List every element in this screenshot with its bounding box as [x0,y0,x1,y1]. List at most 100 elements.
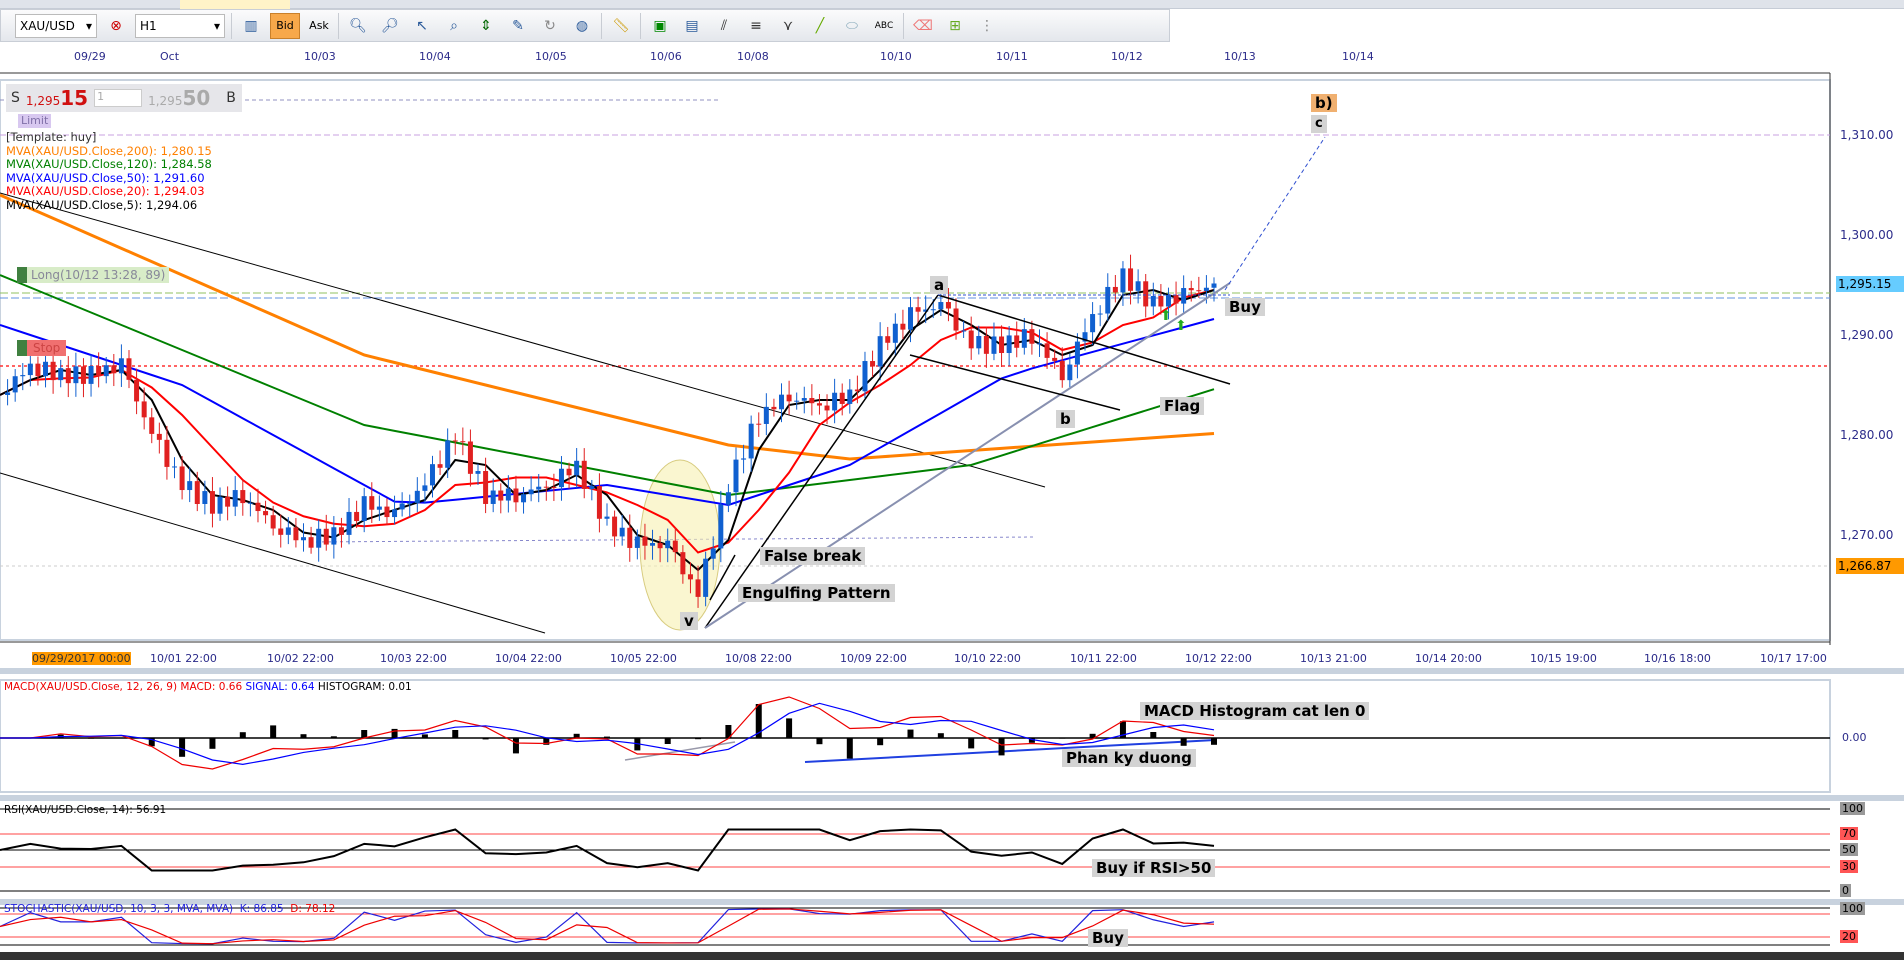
buy-button[interactable]: B [226,90,236,106]
symbol-select[interactable]: XAU/USD ▾ [15,13,97,38]
macd-series [0,696,1217,770]
limit-order-label[interactable]: Limit [18,114,52,128]
candle-body [445,440,451,468]
candle-body [619,527,625,537]
properties-icon[interactable]: ✎ [512,17,524,34]
long-position-label[interactable]: Long(10/12 13:28, 89) [17,267,170,283]
candle-body [847,389,853,404]
chart-type-icon[interactable]: ▥ [244,17,258,34]
candle-body [1097,313,1103,315]
candle-body [194,481,200,504]
sell-button[interactable]: S [11,90,20,106]
eraser-icon[interactable]: ⌫ [913,17,933,34]
candle-body [703,558,709,597]
buy-price[interactable]: 1,29550 [148,86,210,110]
candle-body [870,361,876,367]
wave-label-b-paren: b) [1311,94,1337,112]
macd-histogram-bar [1028,738,1035,743]
candle-body [384,506,390,518]
quantity-input[interactable]: 1 [94,89,143,107]
macd-histogram-bar [695,738,702,740]
refresh-icon[interactable]: ↻ [544,17,556,34]
candle-body [786,394,792,402]
hierarchy-icon[interactable]: ⊞ [949,17,961,34]
globe-icon[interactable]: ◍ [575,17,589,34]
channel-lower-line [0,472,546,634]
candle-body [399,503,405,510]
candle-body [96,366,102,377]
macd-histogram-bar [907,729,914,738]
candle-body [1120,268,1126,293]
candle-body [809,398,815,404]
candle-body [1029,329,1035,344]
candle-body [1105,286,1111,314]
pane-splitter[interactable] [0,795,1904,801]
candle-body [1211,283,1217,288]
candle-body [680,552,686,575]
top-date-label: 10/11 [996,50,1028,63]
candle-body [1044,343,1050,358]
chevron-down-icon: ▾ [213,18,220,33]
candle-body [452,440,458,442]
candle-body [361,496,367,522]
top-date-label: Oct [160,50,180,63]
candle-body [460,441,466,443]
rsi-title: RSI(XAU/USD.Close, 14): 56.91 [4,804,167,816]
candle-body [134,379,140,402]
top-date-label: 10/14 [1342,50,1374,63]
candle-body [1112,286,1118,293]
candle-body [779,394,785,410]
macd-value: MACD: 0.66 [180,681,243,693]
trendline-icon[interactable]: ╱ [815,17,825,34]
bid-button[interactable]: Bid [270,12,300,39]
fibonacci-icon[interactable]: ⫽ [720,17,728,34]
price-tick: 1,280.00 [1840,428,1894,442]
pointer-icon[interactable]: ↖ [416,17,428,34]
time-axis-label: 10/02 22:00 [267,652,334,665]
time-axis-label: 10/04 22:00 [495,652,562,665]
ask-button[interactable]: Ask [309,19,329,32]
active-tab[interactable] [180,0,290,9]
legend-ma20: MVA(XAU/USD.Close,20): 1,294.03 [6,184,205,198]
ellipse-icon[interactable]: ⬭ [846,17,858,34]
candle-body [5,392,11,395]
add-chart-icon[interactable]: ▣ [653,17,667,34]
legend-ma120: MVA(XAU/USD.Close,120): 1,284.58 [6,157,212,171]
text-icon[interactable]: ABC [874,20,894,31]
remove-indicator-icon[interactable]: ⊗ [110,17,122,34]
candle-body [73,366,79,384]
ruler-icon[interactable]: 📏︎ [612,17,630,34]
top-date-label: 10/08 [737,50,769,63]
candle-body [369,496,375,510]
candle-body [741,458,747,460]
stop-order-label[interactable]: Stop [17,340,67,356]
lines-icon[interactable]: ≡ [750,17,762,34]
candle-body [285,527,291,535]
time-axis-label: 10/13 21:00 [1300,652,1367,665]
candle-body [376,506,382,510]
zoom-out-icon[interactable]: 🔎︎ [381,17,399,34]
divider [231,12,232,39]
timeframe-select[interactable]: H1 ▾ [135,13,225,38]
pane-splitter[interactable] [0,668,1904,674]
candle-body [1067,364,1073,381]
more-icon[interactable]: ⋮ [980,17,994,34]
candle-body [225,496,231,507]
pane-splitter[interactable] [0,899,1904,905]
fan-icon[interactable]: ⋎ [782,17,794,34]
sell-price[interactable]: 1,29515 [26,86,88,110]
macd-histogram-bar [573,733,580,738]
candle-body [627,527,633,548]
macd-name: MACD(XAU/USD.Close, 12, 26, 9) [4,681,178,693]
candle-body [908,307,913,330]
histogram-value: HISTOGRAM: 0.01 [317,681,412,693]
indicators-icon[interactable]: ▤ [685,17,699,34]
vertical-fit-icon[interactable]: ⇕ [480,17,492,34]
zoom-area-icon[interactable]: ⌕ [450,17,458,34]
time-axis-label: 10/12 22:00 [1185,652,1252,665]
macd-histogram-bar [361,730,368,738]
zoom-in-icon[interactable]: 🔍︎ [349,17,367,34]
candle-body [551,487,557,489]
divider [903,12,904,39]
